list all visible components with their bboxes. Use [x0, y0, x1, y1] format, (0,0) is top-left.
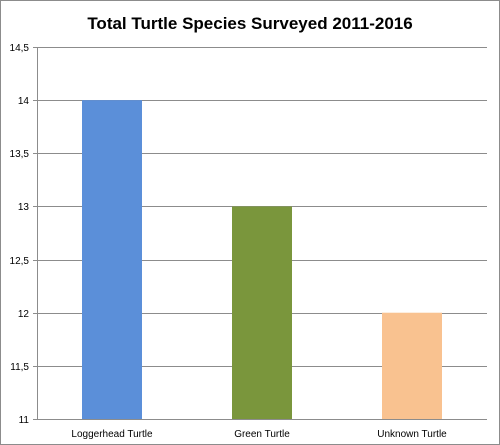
- y-tick-label: 11,5: [10, 362, 29, 373]
- y-tick-label: 14,5: [10, 43, 30, 54]
- chart-title: Total Turtle Species Surveyed 2011-2016: [87, 14, 412, 33]
- y-tick-label: 11: [19, 415, 30, 426]
- y-tick-label: 13,5: [10, 149, 30, 160]
- y-tick-label: 13: [18, 202, 30, 213]
- y-tick-label: 12: [18, 309, 30, 320]
- bar-unknown-turtle: [382, 312, 442, 419]
- x-tick-label: Loggerhead Turtle: [71, 429, 153, 440]
- bars: [82, 100, 442, 420]
- y-tick-label: 14: [18, 96, 30, 107]
- x-tick-label: Green Turtle: [234, 429, 290, 440]
- x-tick-label: Unknown Turtle: [377, 429, 447, 440]
- bar-loggerhead-turtle: [82, 100, 142, 420]
- x-tick-labels: Loggerhead Turtle Green Turtle Unknown Tur…: [71, 429, 447, 440]
- bar-green-turtle: [232, 206, 292, 419]
- y-tick-labels: 11 11,5 12 12,5 13 13,5 14 14,5: [10, 43, 30, 426]
- y-tick-label: 12,5: [10, 256, 30, 267]
- axes: [37, 47, 487, 420]
